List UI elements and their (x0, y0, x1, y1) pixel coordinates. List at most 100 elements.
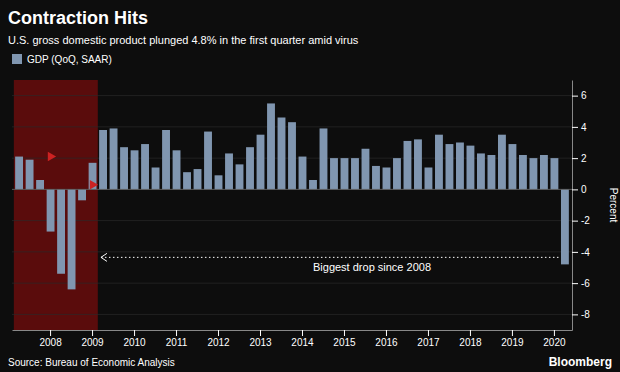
x-tick-label: 2019 (501, 337, 524, 348)
legend-swatch (12, 54, 22, 64)
bar (57, 189, 65, 273)
x-tick: 2012 (207, 330, 230, 348)
x-tick-label: 2010 (123, 337, 146, 348)
legend: GDP (QoQ, SAAR) (12, 54, 112, 65)
x-axis-line (13, 330, 573, 331)
x-tick: 2015 (333, 330, 356, 348)
y-tick: -4 (572, 247, 590, 258)
legend-label: GDP (QoQ, SAAR) (27, 54, 112, 65)
grid-line (12, 251, 572, 252)
bar (561, 189, 569, 264)
y-tick: -6 (572, 278, 590, 289)
bar (110, 128, 118, 189)
x-tick-mark (134, 330, 135, 336)
x-tick: 2020 (543, 330, 566, 348)
y-tick: -8 (572, 309, 590, 320)
bar (498, 135, 506, 190)
bar (246, 147, 254, 189)
x-tick-mark (50, 330, 51, 336)
y-tick-label: -4 (581, 247, 590, 258)
x-tick-mark (302, 330, 303, 336)
x-tick-label: 2008 (39, 337, 62, 348)
x-tick-mark (512, 330, 513, 336)
bar (288, 122, 296, 189)
grid-line (12, 189, 572, 190)
x-tick: 2009 (81, 330, 104, 348)
bar (26, 160, 34, 190)
grid-line (12, 95, 572, 96)
x-tick-label: 2015 (333, 337, 356, 348)
x-tick: 2017 (417, 330, 440, 348)
x-tick-label: 2016 (375, 337, 398, 348)
bar (393, 158, 401, 189)
x-tick-label: 2014 (291, 337, 314, 348)
chart: Biggest drop since 200820082009201020112… (0, 0, 620, 372)
background (0, 0, 620, 372)
y-tick-mark (572, 283, 578, 284)
bar (99, 130, 107, 189)
bar (372, 166, 380, 189)
y-axis-line (572, 81, 573, 331)
bar (519, 155, 527, 189)
bar (299, 157, 307, 190)
x-tick: 2011 (166, 330, 188, 348)
bar (330, 158, 338, 189)
marks (12, 80, 572, 330)
credit: Bloomberg (549, 355, 612, 369)
bar (383, 168, 391, 190)
y-tick-mark (572, 96, 578, 97)
y-tick-mark (572, 158, 578, 159)
x-tick: 2019 (501, 330, 524, 348)
bar (257, 135, 265, 190)
bar (351, 158, 359, 189)
x-tick-mark (386, 330, 387, 336)
bar (173, 150, 181, 189)
bar (425, 168, 433, 190)
y-tick-label: 2 (581, 153, 587, 164)
bar (36, 180, 44, 189)
plot-area: Biggest drop since 200820082009201020112… (12, 80, 590, 348)
bar (362, 149, 370, 190)
y-tick-label: 6 (581, 90, 587, 101)
x-tick-mark (344, 330, 345, 336)
x-tick: 2008 (39, 330, 62, 348)
y-tick: 2 (572, 153, 587, 164)
x-tick: 2016 (375, 330, 398, 348)
y-tick-mark (572, 314, 578, 315)
x-tick-mark (260, 330, 261, 336)
bar (456, 143, 464, 190)
y-tick-label: -2 (581, 215, 590, 226)
x-tick-mark (428, 330, 429, 336)
x-tick-mark (554, 330, 555, 336)
zero-line (12, 189, 572, 190)
marker (90, 180, 98, 190)
x-axis: 2008 2009 2010 2011 2012 2013 2014 2015 2016 2017… (13, 330, 573, 348)
bar (529, 158, 537, 189)
bar (404, 141, 412, 189)
bar (225, 153, 233, 189)
y-tick-label: 4 (581, 122, 587, 133)
x-tick: 2013 (249, 330, 272, 348)
y-tick-mark (572, 221, 578, 222)
annotation-text: Biggest drop since 2008 (313, 261, 431, 273)
grid-line (12, 314, 572, 315)
x-tick-mark (92, 330, 93, 336)
x-tick-label: 2017 (417, 337, 440, 348)
x-tick-mark (218, 330, 219, 336)
annotation-arrow (101, 253, 107, 261)
y-tick: -2 (572, 215, 590, 226)
x-tick-label: 2020 (543, 337, 566, 348)
annotation-line (101, 257, 560, 258)
bar (414, 139, 422, 189)
grid-line (12, 220, 572, 221)
x-tick-label: 2011 (166, 337, 188, 348)
x-tick-mark (470, 330, 471, 336)
subtitle: U.S. gross domestic product plunged 4.8%… (8, 34, 359, 46)
marker (48, 152, 56, 162)
bar (309, 180, 317, 189)
bar (477, 153, 485, 189)
bar (446, 144, 454, 189)
bar (467, 146, 475, 190)
y-tick-label: -8 (581, 309, 590, 320)
bar (47, 189, 55, 231)
